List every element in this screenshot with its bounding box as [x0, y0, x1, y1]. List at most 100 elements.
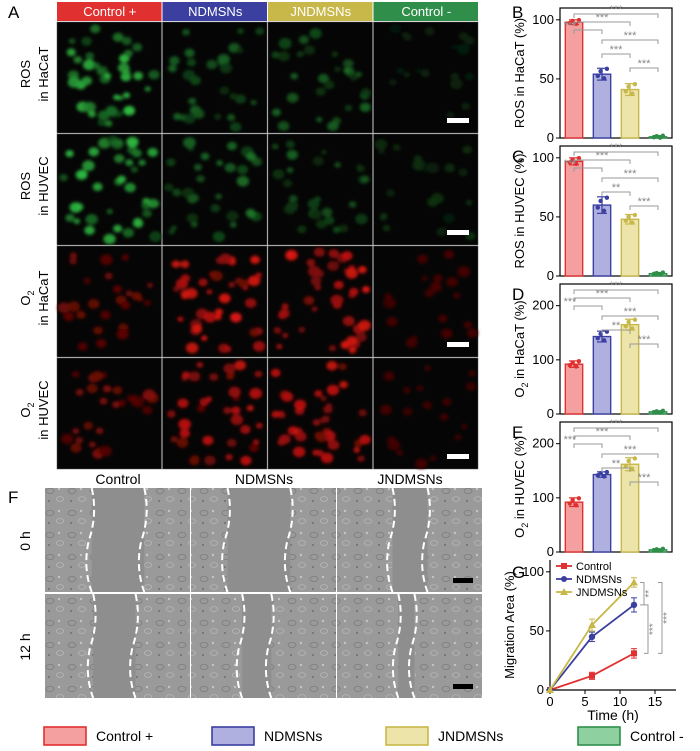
data-point	[630, 601, 638, 609]
significance-bracket	[601, 315, 659, 320]
wound-gap	[398, 594, 415, 698]
significance-bracket	[573, 29, 603, 34]
wound-edge-line	[391, 593, 402, 699]
data-point	[601, 208, 607, 214]
data-point	[654, 547, 659, 552]
wound-gap	[91, 488, 145, 592]
wound-edge-line	[137, 487, 148, 593]
panel-a-row-sublabel-0: in HaCaT	[36, 46, 51, 101]
panel-f-row-label-0: 0 h	[17, 531, 33, 550]
panel-a-header-1: NDMSNs	[188, 4, 243, 19]
scale-bar	[447, 342, 469, 347]
significance-label: ***	[638, 58, 652, 70]
panel-a-row-label-0: ROS	[18, 60, 33, 89]
data-point	[601, 338, 607, 343]
significance-label: ***	[596, 426, 610, 438]
data-point	[595, 335, 600, 341]
micrograph-tile	[373, 21, 479, 134]
y-tick-label: 0	[547, 544, 554, 559]
significance-bracket	[573, 435, 631, 440]
wound-gap	[93, 594, 136, 698]
panel-f-header-1: NDMSNs	[235, 471, 293, 487]
significance-bracket	[640, 581, 645, 606]
y-tick-label: 100	[532, 352, 554, 367]
panel-a-header-bg	[373, 2, 478, 21]
x-axis-label: Time (h)	[587, 707, 639, 723]
legend-swatch	[385, 726, 429, 746]
significance-label: ***	[610, 418, 624, 430]
significance-bracket	[573, 297, 631, 302]
panel-a-row-label-1: ROS	[18, 172, 33, 201]
y-tick-label: 0	[537, 682, 544, 697]
plot-frame	[559, 7, 673, 139]
data-point	[573, 364, 579, 369]
data-point	[573, 503, 579, 508]
bar	[620, 323, 640, 415]
data-point	[573, 161, 579, 167]
plot-frame	[559, 421, 673, 553]
y-tick-label: 100	[522, 564, 544, 579]
micrograph-tile	[56, 133, 162, 246]
data-point	[567, 362, 572, 368]
panel-letter-e: E	[512, 423, 523, 442]
data-point	[660, 133, 666, 138]
data-point	[654, 134, 659, 139]
data-point	[604, 469, 610, 475]
data-point	[629, 220, 635, 225]
significance-label: ***	[638, 472, 652, 484]
bottom-legend: Control + NDMSNs JNDMSNs Control -	[43, 726, 684, 746]
data-point	[576, 359, 582, 364]
significance-bracket	[601, 177, 659, 182]
data-point	[588, 621, 596, 628]
significance-bracket	[573, 443, 603, 448]
panel-letter-f: F	[8, 488, 18, 507]
data-point	[660, 546, 666, 552]
significance-label: ***	[648, 623, 659, 635]
data-point	[629, 91, 635, 96]
significance-label: ***	[610, 44, 624, 56]
significance-label: **	[612, 458, 621, 470]
panel-a-micrographs: Control + NDMSNs JNDMSNs Control -ROS in HaC…	[18, 2, 479, 470]
legend-swatch	[211, 726, 255, 746]
significance-label: ***	[610, 142, 624, 154]
panel-letter-c: C	[512, 147, 524, 166]
y-axis-label: Migration Area (%)	[502, 571, 517, 679]
significance-label: ***	[596, 12, 610, 24]
data-point	[604, 329, 610, 334]
panel-f-header-2: JNDMSNs	[377, 471, 442, 487]
data-point	[623, 324, 628, 329]
data-point	[626, 319, 631, 325]
legend-swatch	[43, 726, 87, 746]
significance-bracket	[573, 159, 631, 164]
significance-bracket	[601, 39, 659, 44]
data-point	[567, 501, 572, 506]
scale-bar	[447, 230, 469, 235]
y-tick-label: 0	[547, 130, 554, 145]
data-point	[601, 76, 607, 81]
bar	[620, 463, 640, 553]
legend-marker	[561, 563, 567, 569]
y-axis-label: ROS in HaCaT (%)	[512, 18, 527, 128]
significance-bracket	[573, 167, 603, 172]
y-tick-label: 200	[532, 436, 554, 451]
y-tick-label: 50	[540, 71, 554, 86]
significance-label: ***	[624, 30, 638, 42]
data-point	[570, 497, 575, 503]
significance-label: ***	[610, 280, 624, 292]
data-point	[626, 458, 631, 464]
legend-label: JNDMSNs	[438, 728, 503, 744]
panel-letter-d: D	[512, 285, 524, 304]
wound-edge-line	[221, 487, 231, 593]
legend-marker	[560, 588, 568, 595]
data-point	[629, 326, 635, 331]
data-point	[654, 409, 659, 414]
legend-label: Control +	[96, 728, 153, 744]
y-axis-label: ROS in HUVEC (%)	[512, 154, 527, 269]
significance-label: ***	[638, 196, 652, 208]
legend-marker	[561, 576, 567, 582]
wound-edge-line	[283, 487, 294, 593]
panel-letter-b: B	[512, 3, 523, 22]
significance-bracket	[601, 53, 631, 58]
wound-gap	[392, 488, 428, 592]
